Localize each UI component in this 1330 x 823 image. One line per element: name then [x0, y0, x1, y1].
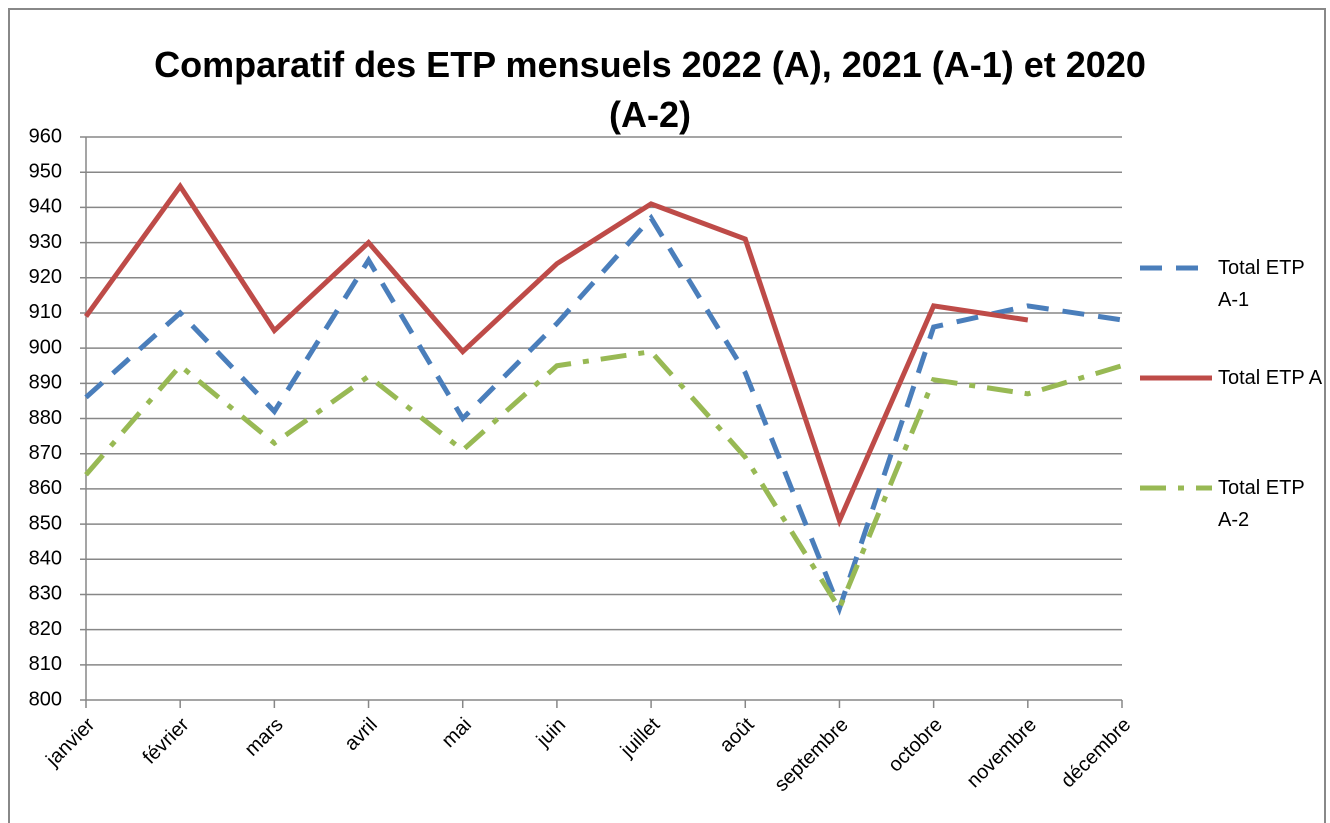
chart-border: [8, 8, 1326, 823]
y-tick-label: 880: [29, 407, 62, 429]
legend-label: Total ETP A-2: [1218, 477, 1305, 531]
x-tick-label: mai: [438, 714, 476, 752]
y-tick-label: 860: [29, 477, 62, 499]
y-tick-label: 840: [29, 548, 62, 570]
y-tick-label: 900: [29, 336, 62, 358]
y-tick-label: 870: [29, 442, 62, 464]
series-line: [84, 213, 1123, 616]
x-tick-label: mars: [241, 714, 288, 761]
y-tick-label: 960: [29, 125, 62, 147]
y-tick-label: 830: [29, 583, 62, 605]
y-tick-label: 920: [29, 266, 62, 288]
y-tick-label: 910: [29, 301, 62, 323]
x-tick-label: août: [715, 713, 758, 756]
x-tick-label: novembre: [963, 714, 1041, 792]
x-tick-label: décembre: [1057, 714, 1135, 792]
y-tick-label: 820: [29, 618, 62, 640]
legend-label: Total ETP A-1: [1218, 257, 1305, 311]
y-tick-label: 890: [29, 372, 62, 394]
y-tick-label: 930: [29, 231, 62, 253]
x-tick-label: juin: [532, 714, 570, 752]
y-tick-label: 940: [29, 196, 62, 218]
x-tick-label: septembre: [770, 714, 852, 796]
y-tick-label: 850: [29, 512, 62, 534]
series-line: [84, 348, 1123, 614]
y-tick-label: 950: [29, 160, 62, 182]
y-tick-label: 800: [29, 688, 62, 710]
chart-title: Comparatif des ETP mensuels 2022 (A), 20…: [154, 44, 1146, 135]
series-line: [83, 181, 1029, 528]
x-tick-label: février: [139, 713, 194, 768]
x-tick-label: octobre: [884, 714, 947, 777]
x-tick-label: avril: [340, 714, 381, 755]
x-tick-label: juillet: [616, 713, 665, 762]
x-tick-label: janvier: [41, 713, 99, 771]
legend-label: Total ETP A: [1218, 367, 1323, 389]
y-tick-label: 810: [29, 653, 62, 675]
